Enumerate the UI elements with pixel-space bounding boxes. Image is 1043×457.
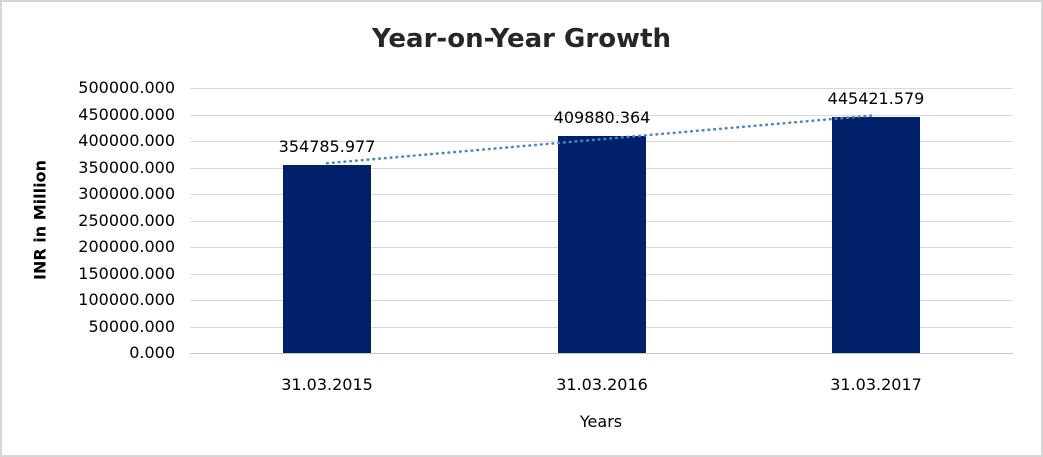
bar-31.03.2017 <box>832 117 920 353</box>
chart-title: Year-on-Year Growth <box>371 24 672 54</box>
y-tick-label: 250000.000 <box>78 211 175 230</box>
x-tick-label: 31.03.2016 <box>556 375 648 394</box>
gridline <box>190 115 1013 116</box>
y-tick-label: 450000.000 <box>78 105 175 124</box>
y-tick-label: 350000.000 <box>78 158 175 177</box>
bar-31.03.2016 <box>558 136 646 353</box>
x-tick-label: 31.03.2017 <box>830 375 922 394</box>
plot-area: 354785.977 409880.364 445421.579 <box>190 88 1013 354</box>
y-tick-label: 50000.000 <box>88 317 175 336</box>
trendline-path <box>325 113 878 165</box>
y-tick-label: 400000.000 <box>78 131 175 150</box>
y-tick-label: 0.000 <box>129 343 175 362</box>
bar-31.03.2015 <box>283 165 371 353</box>
gridline <box>190 88 1013 89</box>
data-label: 409880.364 <box>553 108 651 127</box>
trendline <box>325 113 878 165</box>
x-tick-label: 31.03.2015 <box>281 375 373 394</box>
x-axis-line <box>190 353 1013 354</box>
data-label: 354785.977 <box>278 137 376 156</box>
data-label: 445421.579 <box>827 89 925 108</box>
y-tick-label: 150000.000 <box>78 264 175 283</box>
y-tick-label: 100000.000 <box>78 290 175 309</box>
y-tick-label: 200000.000 <box>78 237 175 256</box>
x-axis-title: Years <box>579 412 623 431</box>
y-tick-label: 500000.000 <box>78 78 175 97</box>
y-tick-label: 300000.000 <box>78 184 175 203</box>
